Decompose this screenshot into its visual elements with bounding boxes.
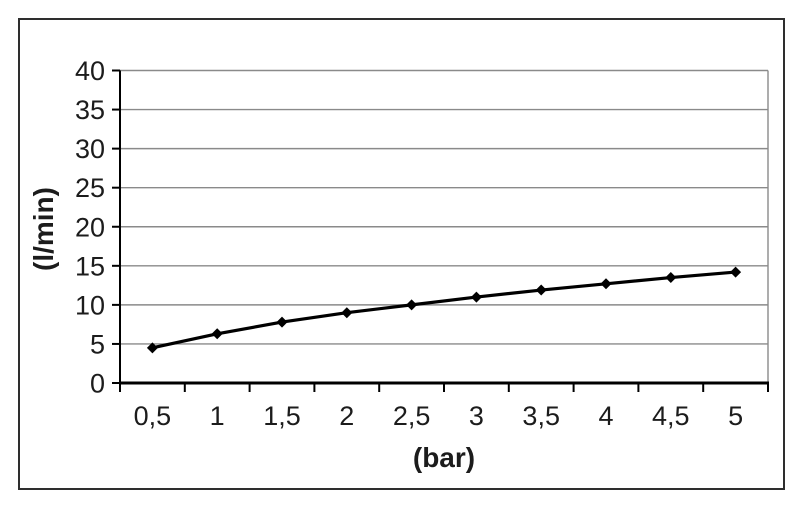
x-tick-label: 2 — [339, 401, 354, 431]
x-tick-label: 1,5 — [263, 401, 301, 431]
x-tick-label: 5 — [728, 401, 743, 431]
x-tick-label: 3 — [469, 401, 484, 431]
series-line — [150, 270, 738, 350]
data-point-marker — [470, 291, 482, 303]
chart-frame — [18, 18, 785, 490]
data-point-marker — [600, 278, 612, 290]
x-tick-label: 3,5 — [522, 401, 560, 431]
data-point-marker — [406, 299, 418, 311]
data-point-marker — [146, 342, 158, 354]
x-axis-title: (bar) — [412, 442, 476, 473]
y-tick-label: 25 — [75, 173, 105, 203]
data-point-marker — [535, 284, 547, 296]
y-axis-title: (l/min) — [28, 187, 59, 271]
y-tick-label: 20 — [75, 212, 105, 242]
data-point-marker — [276, 316, 288, 328]
y-tick-label: 35 — [75, 95, 105, 125]
y-tick-label: 15 — [75, 251, 105, 281]
x-tick-label: 2,5 — [393, 401, 431, 431]
y-tick-label: 5 — [90, 329, 105, 359]
y-tick-label: 0 — [90, 369, 105, 399]
data-point-marker — [341, 307, 353, 319]
x-tick-label: 4 — [598, 401, 613, 431]
x-tick-label: 1 — [210, 401, 225, 431]
x-tick-label: 0,5 — [134, 401, 172, 431]
y-tick-label: 40 — [75, 56, 105, 86]
y-tick-label: 10 — [75, 290, 105, 320]
data-point-marker — [211, 328, 223, 340]
data-point-marker — [730, 266, 742, 278]
data-point-marker — [665, 272, 677, 284]
y-tick-label: 30 — [75, 134, 105, 164]
x-tick-label: 4,5 — [652, 401, 690, 431]
